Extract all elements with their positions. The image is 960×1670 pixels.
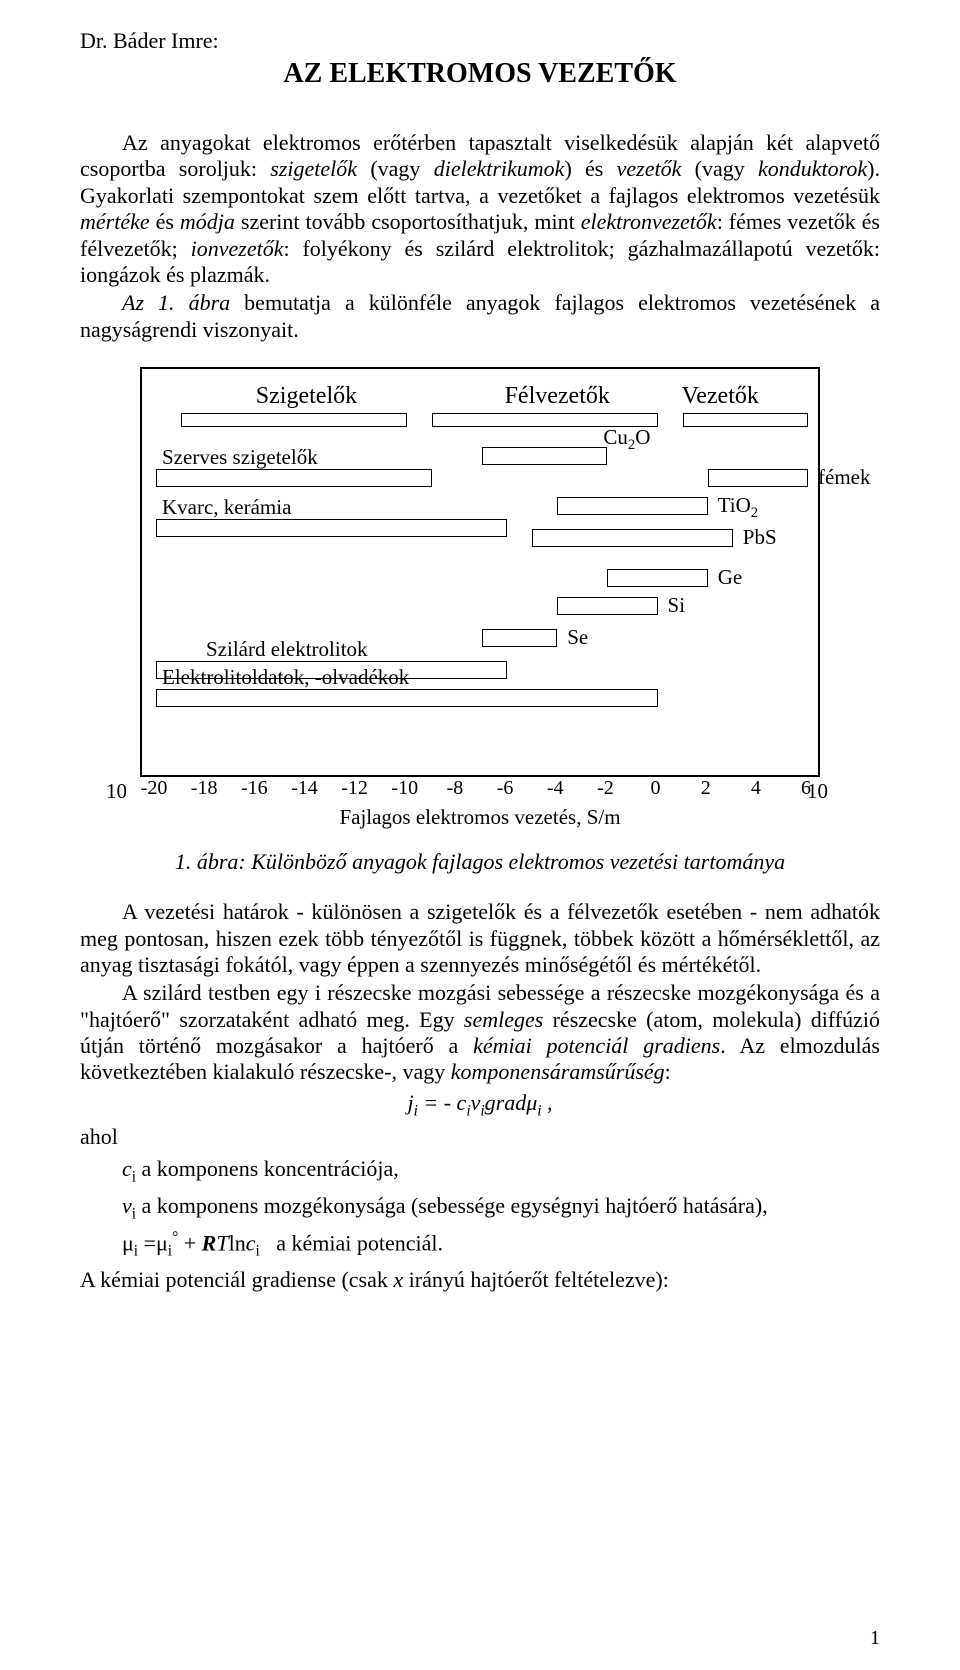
paragraph-gradient: A kémiai potenciál gradiense (csak x irá… bbox=[80, 1267, 880, 1293]
range-bar-label: TiO2 bbox=[718, 493, 758, 522]
xaxis-label: Fajlagos elektromos vezetés, S/m bbox=[339, 805, 620, 830]
range-bar bbox=[708, 469, 808, 487]
chart-box: Szigetelők Félvezetők Vezetők Szerves szige… bbox=[140, 367, 820, 777]
def-mobility: vi a komponens mozgékonysága (sebessége … bbox=[122, 1193, 880, 1223]
xaxis-tick: -2 bbox=[597, 777, 614, 800]
paragraph-intro-b: Az 1. ábra bemutatja a különféle anyagok… bbox=[80, 290, 880, 343]
page: Dr. Báder Imre: AZ ELEKTROMOS VEZETŐK Az… bbox=[0, 0, 960, 1670]
range-bar-label: Si bbox=[668, 593, 686, 618]
range-bar bbox=[482, 629, 557, 647]
range-bar-label: Szilárd elektrolitok bbox=[206, 637, 368, 662]
page-title: AZ ELEKTROMOS VEZETŐK bbox=[80, 58, 880, 90]
chart-xaxis: 10 10 Fajlagos elektromos vezetés, S/m -… bbox=[140, 777, 820, 831]
range-bar bbox=[532, 529, 733, 547]
chart-container: Szigetelők Félvezetők Vezetők Szerves szige… bbox=[140, 367, 820, 831]
definitions: ci a komponens koncentrációja, vi a komp… bbox=[122, 1156, 880, 1261]
def-concentration: ci a komponens koncentrációja, bbox=[122, 1156, 880, 1186]
range-bar bbox=[156, 689, 658, 707]
range-bar-label: Szerves szigetelők bbox=[162, 445, 318, 470]
range-bar-label: Elektrolitoldatok, -olvadékok bbox=[162, 665, 409, 690]
header-underline bbox=[683, 413, 808, 427]
xaxis-tick: 2 bbox=[701, 777, 711, 800]
paragraph-intro: Az anyagokat elektromos erőtérben tapasz… bbox=[80, 130, 880, 288]
xaxis-tick: 4 bbox=[751, 777, 761, 800]
def-chem-potential: μi =μi° + RTlnci a kémiai potenciál. bbox=[122, 1229, 880, 1261]
xaxis-tick: -8 bbox=[447, 777, 464, 800]
range-bar-label: Ge bbox=[718, 565, 743, 590]
range-bar bbox=[557, 497, 707, 515]
xaxis-tick: 6 bbox=[801, 777, 811, 800]
xaxis-tick: -4 bbox=[547, 777, 564, 800]
header-underline bbox=[181, 413, 407, 427]
page-number: 1 bbox=[870, 1627, 880, 1650]
xaxis-tick: -20 bbox=[141, 777, 168, 800]
xaxis-tick: -6 bbox=[497, 777, 514, 800]
range-bar-label: fémek bbox=[818, 465, 870, 490]
range-bar bbox=[607, 569, 707, 587]
chart-header: Félvezetők bbox=[505, 383, 610, 410]
paragraph-driving-force: A szilárd testben egy i részecske mozgás… bbox=[80, 980, 880, 1086]
xaxis-tick: -14 bbox=[291, 777, 318, 800]
range-bar-label: Cu2O bbox=[603, 425, 650, 454]
xaxis-tick: -12 bbox=[341, 777, 368, 800]
xaxis-tick: -10 bbox=[391, 777, 418, 800]
range-bar bbox=[482, 447, 607, 465]
where-label: ahol bbox=[80, 1124, 880, 1150]
xaxis-tick: -16 bbox=[241, 777, 268, 800]
range-bar-label: Kvarc, kerámia bbox=[162, 495, 291, 520]
chart-header: Szigetelők bbox=[256, 383, 357, 410]
range-bar bbox=[156, 519, 507, 537]
range-bar bbox=[557, 597, 657, 615]
range-bar-label: Se bbox=[567, 625, 588, 650]
ten-left: 10 bbox=[106, 779, 127, 804]
range-bar bbox=[156, 469, 432, 487]
range-bar-label: PbS bbox=[743, 525, 777, 550]
equation-flux: ji = - civigradμi , bbox=[80, 1090, 880, 1120]
xaxis-tick: 0 bbox=[651, 777, 661, 800]
paragraph-limits: A vezetési határok - különösen a szigete… bbox=[80, 899, 880, 978]
author-line: Dr. Báder Imre: bbox=[80, 28, 880, 54]
xaxis-tick: -18 bbox=[191, 777, 218, 800]
chart-header: Vezetők bbox=[682, 383, 759, 410]
figure-caption: 1. ábra: Különböző anyagok fajlagos elek… bbox=[80, 849, 880, 875]
